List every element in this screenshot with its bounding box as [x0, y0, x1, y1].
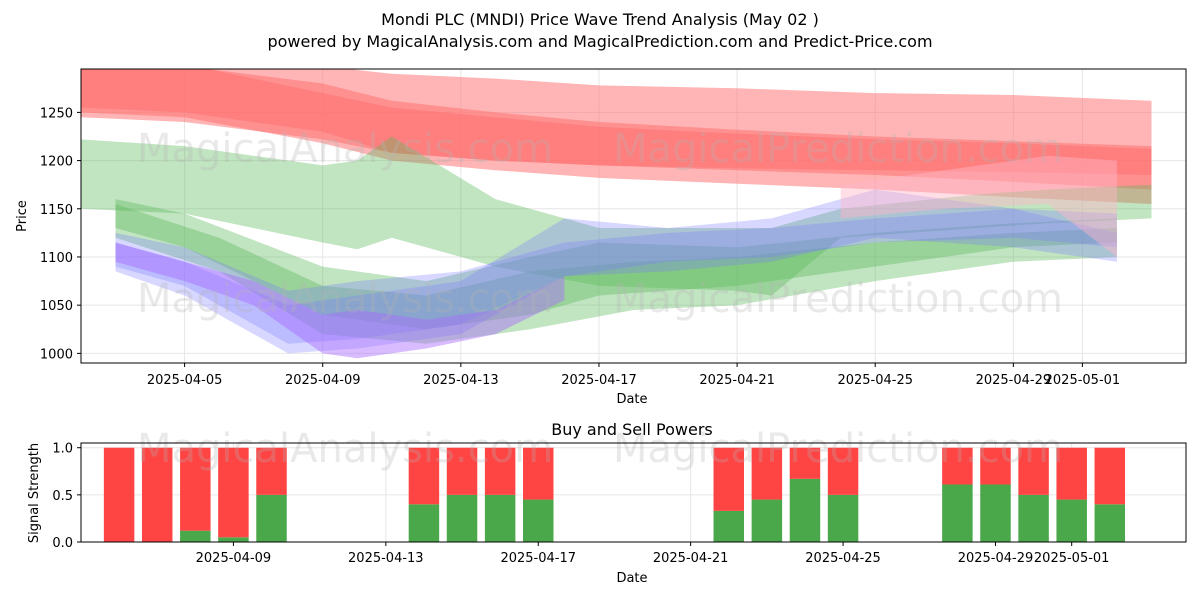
watermark-right-2: MagicalPrediction.com [613, 276, 1063, 322]
sell-bar [751, 447, 783, 500]
signal-panel: Buy and Sell Powers MagicalAnalysis.com … [27, 420, 1187, 586]
buy-bar [218, 537, 249, 542]
signal-bars [103, 447, 1126, 542]
buy-bar [827, 494, 859, 542]
price-band-pink-9 [840, 155, 1117, 257]
signal-y-tick-label: 1.0 [52, 442, 73, 457]
sell-bar [180, 447, 211, 531]
signal-y-tick-label: 0.5 [52, 489, 73, 504]
buy-bar [256, 494, 287, 542]
buy-bar [980, 484, 1011, 542]
price-band-green-3 [81, 136, 1152, 296]
sell-bar [446, 447, 478, 495]
price-x-tick-label: 2025-04-25 [837, 373, 913, 388]
buy-bar [523, 499, 554, 542]
price-x-tick-label: 2025-04-09 [285, 373, 361, 388]
sell-bar [103, 447, 135, 542]
price-x-tick-label: 2025-04-29 [976, 373, 1052, 388]
price-band-blue-6 [115, 208, 1117, 344]
sell-bar [141, 447, 173, 542]
buy-bar [408, 504, 440, 542]
watermark-right: MagicalPrediction.com [613, 126, 1063, 172]
sell-bar [1018, 447, 1049, 495]
sell-bar [1094, 447, 1126, 505]
watermark-left-2: MagicalAnalysis.com [137, 276, 553, 322]
signal-y-label: Signal Strength [27, 443, 42, 543]
price-bands [81, 69, 1152, 359]
price-band-green-4 [115, 199, 1117, 330]
chart-subtitle: powered by MagicalAnalysis.com and Magic… [267, 32, 932, 51]
price-x-tick-label: 2025-04-21 [699, 373, 775, 388]
watermark-right-3: MagicalPrediction.com [613, 426, 1063, 472]
price-x-tick-label: 2025-04-13 [423, 373, 499, 388]
signal-x-tick-label: 2025-04-29 [958, 551, 1034, 566]
price-y-tick-label: 1150 [40, 203, 73, 218]
signal-x-tick-label: 2025-04-09 [196, 551, 272, 566]
buy-bar [180, 530, 211, 542]
watermark-left: MagicalAnalysis.com [137, 126, 553, 172]
sell-bar [1056, 447, 1087, 500]
buy-bar [1056, 499, 1087, 542]
signal-ticks: 2025-04-09 2025-04-13 2025-04-17 2025-04-21… [52, 442, 1109, 566]
sell-bar [218, 447, 249, 538]
price-y-tick-label: 1200 [40, 155, 73, 170]
buy-bar [713, 510, 744, 542]
price-axes-frame [80, 68, 1187, 364]
sell-bar [980, 447, 1011, 485]
price-panel: MagicalAnalysis.com MagicalPrediction.co… [15, 68, 1187, 407]
signal-y-tick-label: 0.0 [52, 536, 73, 551]
watermark-left-3: MagicalAnalysis.com [137, 426, 553, 472]
sell-bar [827, 447, 859, 495]
price-band-red-2 [81, 69, 1152, 175]
sell-bar [484, 447, 516, 495]
buy-bar [942, 484, 973, 542]
price-band-purple-8 [115, 242, 565, 359]
signal-x-tick-label: 2025-04-13 [348, 551, 424, 566]
sell-bar [713, 447, 744, 511]
price-y-tick-label: 1000 [40, 347, 73, 362]
price-y-tick-label: 1250 [40, 106, 73, 121]
signal-x-tick-label: 2025-04-21 [653, 551, 729, 566]
price-x-label: Date [616, 392, 647, 407]
signal-axes-frame [80, 442, 1187, 543]
price-y-label: Price [15, 200, 30, 232]
buy-bar [446, 494, 478, 542]
signal-title: Buy and Sell Powers [551, 420, 713, 439]
sell-bar [523, 447, 554, 500]
buy-bar [1018, 494, 1049, 542]
signal-x-tick-label: 2025-04-25 [805, 551, 881, 566]
signal-x-tick-label: 2025-05-01 [1034, 551, 1110, 566]
buy-bar [1094, 504, 1126, 542]
buy-bar [751, 499, 783, 542]
price-x-tick-label: 2025-04-17 [561, 373, 637, 388]
price-band-blue-7 [115, 189, 1117, 354]
price-y-tick-label: 1050 [40, 299, 73, 314]
sell-bar [256, 447, 287, 495]
sell-bar [942, 447, 973, 485]
price-x-tick-label: 2025-04-05 [147, 373, 223, 388]
sell-bar [789, 447, 821, 479]
buy-bar [789, 478, 821, 542]
price-ticks: 2025-04-05 2025-04-09 2025-04-13 2025-04-17… [40, 106, 1120, 388]
chart-title: Mondi PLC (MNDI) Price Wave Trend Analys… [381, 10, 819, 29]
sell-bar [408, 447, 440, 505]
buy-bar [484, 494, 516, 542]
signal-x-tick-label: 2025-04-17 [500, 551, 576, 566]
signal-x-label: Date [616, 571, 647, 586]
price-band-green-5 [115, 204, 1117, 344]
price-x-tick-label: 2025-05-01 [1045, 373, 1121, 388]
price-y-tick-label: 1100 [40, 251, 73, 266]
